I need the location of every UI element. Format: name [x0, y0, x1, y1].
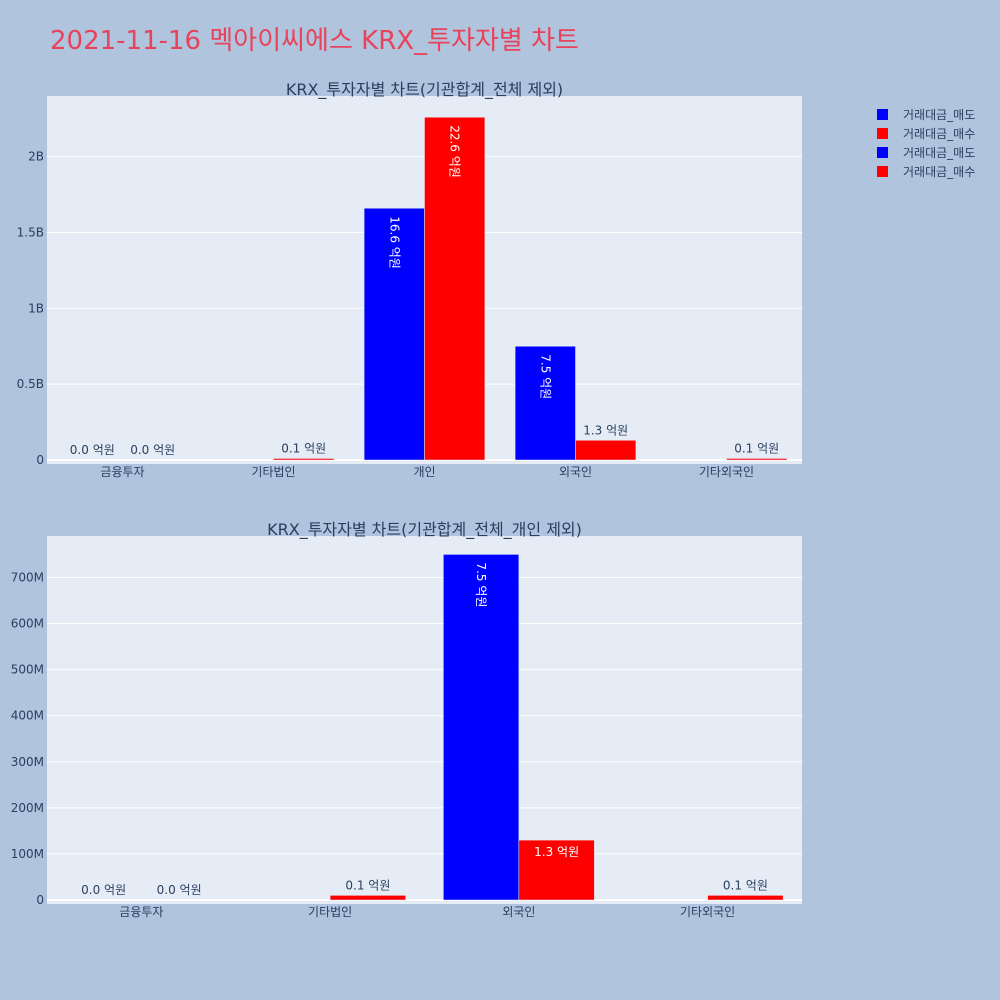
x-tick-label: 기타외국인: [680, 905, 735, 919]
x-tick-label: 금융투자: [119, 905, 163, 919]
bar-data-label: 22.6 억원: [448, 125, 462, 178]
bar-data-label: 7.5 억원: [474, 562, 488, 607]
bar-data-label: 0.1 억원: [734, 441, 779, 455]
chart-main-title: 2021-11-16 멕아이씨에스 KRX_투자자별 차트: [50, 26, 579, 56]
x-tick-label: 기타외국인: [699, 465, 754, 479]
x-tick-label: 기타법인: [251, 465, 295, 479]
bar-data-label: 16.6 억원: [387, 216, 401, 269]
bar[interactable]: [363, 207, 425, 461]
y-tick-label: 500M: [11, 663, 44, 677]
x-tick-label: 기타법인: [308, 905, 352, 919]
bar[interactable]: [329, 895, 406, 901]
bar-data-label: 0.0 억원: [81, 883, 126, 897]
bar-data-label: 1.3 억원: [583, 423, 628, 437]
y-tick-label: 700M: [11, 570, 44, 584]
y-tick-label: 400M: [11, 709, 44, 723]
y-tick-label: 300M: [11, 755, 44, 769]
bottom-chart: 0 100M 200M 300M 400M 500M 600M 700M 금융투자 0.0 억원 0…: [11, 520, 802, 919]
legend-swatch[interactable]: [877, 166, 888, 177]
bar[interactable]: [424, 116, 486, 461]
bar-data-label: 0.1 억원: [281, 441, 326, 455]
plot-area: [47, 536, 802, 904]
legend-item-label[interactable]: 거래대금_매도: [903, 146, 975, 160]
bar-data-label: 0.0 억원: [70, 443, 115, 457]
bar-data-label: 0.1 억원: [345, 878, 390, 892]
legend-swatch[interactable]: [877, 128, 888, 139]
bar-data-label: 0.1 억원: [723, 878, 768, 892]
bar-data-label: 1.3 억원: [534, 845, 579, 859]
bar-data-label: 7.5 억원: [538, 354, 552, 399]
chart-title: KRX_투자자별 차트(기관합계_전체 제외): [286, 80, 563, 100]
legend-swatch[interactable]: [877, 147, 888, 158]
bar[interactable]: [518, 839, 595, 901]
legend-item-label[interactable]: 거래대금_매도: [903, 108, 975, 122]
bar[interactable]: [575, 440, 637, 461]
y-tick-label: 0: [36, 893, 44, 907]
y-tick-label: 100M: [11, 847, 44, 861]
bar-data-label: 0.0 억원: [130, 443, 175, 457]
x-tick-label: 외국인: [559, 465, 592, 479]
x-tick-label: 개인: [413, 465, 435, 479]
x-tick-label: 외국인: [502, 905, 535, 919]
chart-title: KRX_투자자별 차트(기관합계_전체_개인 제외): [267, 520, 582, 540]
bar[interactable]: [273, 458, 335, 461]
bar[interactable]: [726, 458, 788, 461]
bar[interactable]: [514, 346, 576, 461]
legend-swatch[interactable]: [877, 109, 888, 120]
y-tick-label: 2B: [28, 150, 44, 164]
y-tick-label: 0.5B: [17, 377, 44, 391]
y-tick-label: 1B: [28, 301, 44, 315]
y-tick-label: 1.5B: [17, 226, 44, 240]
y-tick-label: 0: [36, 453, 44, 467]
bar[interactable]: [707, 895, 784, 901]
bar[interactable]: [443, 554, 520, 901]
y-tick-label: 200M: [11, 801, 44, 815]
bar-data-label: 0.0 억원: [157, 883, 202, 897]
x-tick-label: 금융투자: [100, 465, 144, 479]
legend-item-label[interactable]: 거래대금_매수: [903, 127, 975, 141]
legend-item-label[interactable]: 거래대금_매수: [903, 165, 975, 179]
y-tick-label: 600M: [11, 617, 44, 631]
